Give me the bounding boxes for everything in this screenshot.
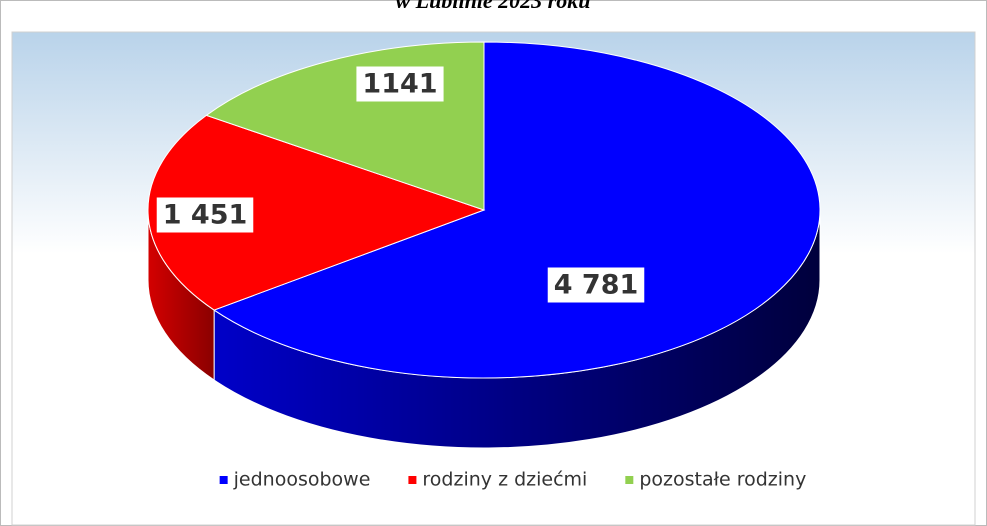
chart-title: w Lublinie 2023 roku (396, 0, 591, 13)
legend-swatch (219, 476, 228, 484)
slice (147, 114, 486, 382)
labels: 4 781 1 451 1141 (156, 66, 645, 303)
slice-top (213, 41, 821, 379)
data-label-box (356, 66, 444, 102)
legend-label: rodziny z dziećmi (422, 469, 587, 491)
data-label-box (156, 197, 254, 233)
slice-top (147, 114, 486, 311)
data-label: 4 781 (554, 270, 639, 301)
legend-swatch (625, 476, 634, 484)
pie (147, 41, 821, 449)
data-label: 1141 (362, 69, 437, 100)
data-label: 1 451 (163, 200, 248, 231)
data-label-box (547, 267, 645, 303)
legend-label: pozostałe rodziny (639, 469, 806, 491)
legend-label: jednoosobowe (233, 469, 371, 491)
legend-swatch (408, 476, 417, 484)
legend: jednoosobowe rodziny z dziećmi pozostałe r… (219, 469, 806, 491)
